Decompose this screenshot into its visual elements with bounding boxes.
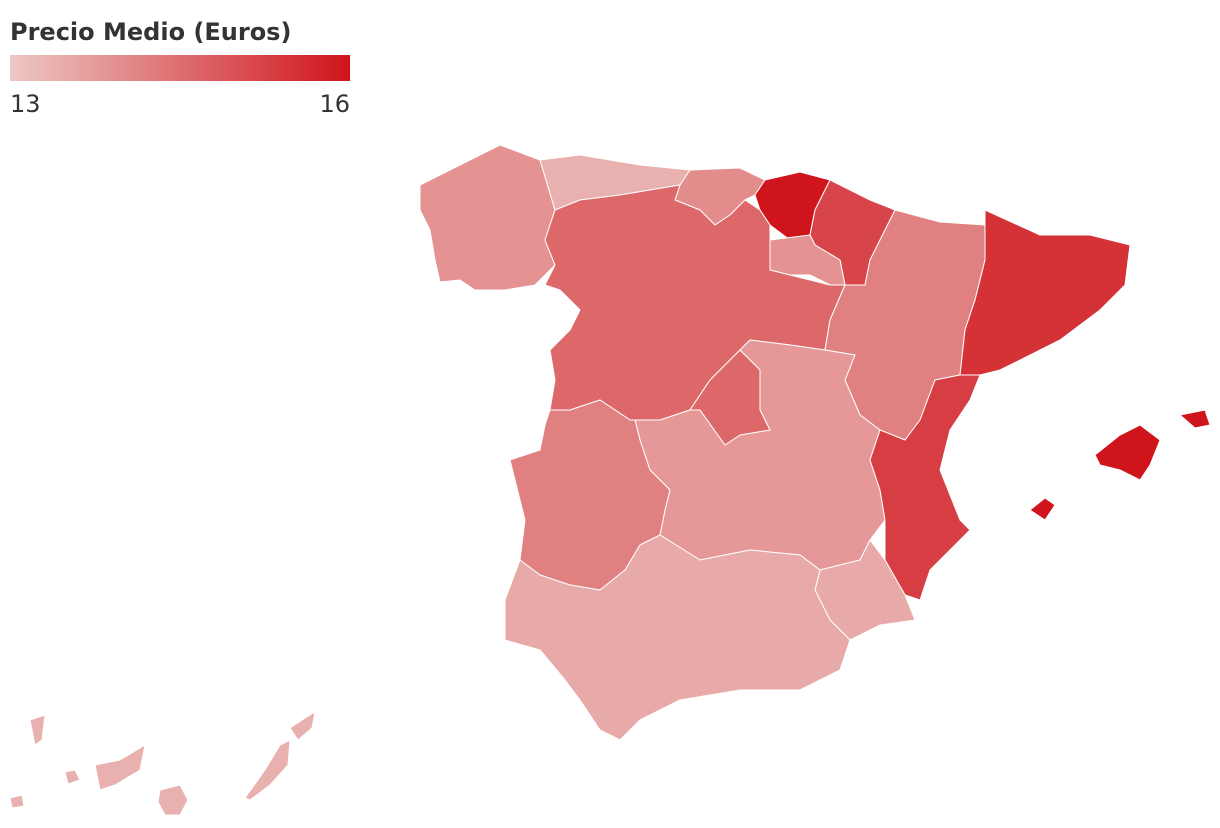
region — [157, 784, 189, 816]
region — [29, 714, 46, 746]
region — [419, 144, 556, 291]
region — [959, 209, 1131, 376]
colorbar-tick-label: 16 — [319, 90, 350, 118]
region — [504, 534, 851, 741]
region — [94, 744, 146, 791]
colorbar — [10, 55, 350, 81]
region — [289, 711, 316, 741]
region — [689, 349, 771, 446]
region — [1179, 409, 1211, 429]
region — [1094, 424, 1161, 481]
region — [64, 769, 81, 785]
region — [9, 794, 25, 809]
region — [244, 739, 291, 801]
map-title: Precio Medio (Euros) — [10, 18, 291, 46]
colorbar-tick-label: 13 — [10, 90, 41, 118]
regions — [9, 144, 1211, 816]
region — [1029, 497, 1056, 521]
